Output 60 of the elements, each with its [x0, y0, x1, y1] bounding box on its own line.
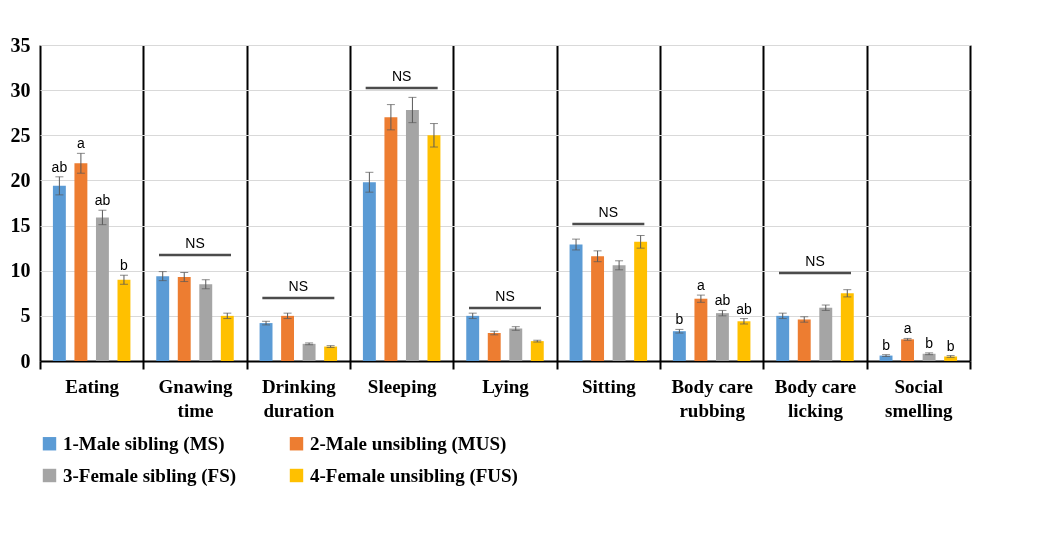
- bar: [156, 276, 170, 361]
- y-tick-label: 0: [20, 349, 31, 372]
- bar: [530, 341, 544, 361]
- bar: [901, 339, 915, 361]
- annotation: NS: [185, 235, 205, 251]
- bar: [52, 185, 66, 361]
- x-tick-label: Sitting: [581, 375, 637, 397]
- data-label: b: [946, 337, 955, 354]
- bar: [427, 135, 441, 361]
- data-label: a: [697, 277, 705, 294]
- bar: [302, 343, 316, 361]
- bar: [362, 182, 376, 361]
- data-label: ab: [94, 192, 111, 209]
- data-label: ab: [736, 300, 752, 317]
- legend-label: 3-Female sibling (FS): [63, 464, 237, 487]
- legend-label: 1-Male sibling (MS): [63, 432, 225, 455]
- annotation: NS: [391, 68, 412, 84]
- data-label: b: [882, 336, 891, 353]
- bar: [509, 328, 523, 361]
- data-label: b: [675, 311, 684, 328]
- bar: [612, 265, 626, 361]
- data-label: b: [925, 334, 934, 351]
- x-tick-label: Body care rubbing: [671, 375, 753, 421]
- y-tick-label: 15: [10, 214, 31, 237]
- bar: [384, 117, 398, 361]
- bar: [634, 241, 648, 361]
- y-tick-label: 5: [20, 304, 31, 327]
- legend-label: 4-Female unsibling (FUS): [310, 464, 518, 487]
- y-tick-label: 35: [10, 33, 31, 56]
- bar: [591, 256, 605, 361]
- annotation: NS: [805, 253, 825, 269]
- bar: [569, 244, 583, 361]
- bar: [177, 277, 191, 361]
- x-tick-label: Gnawing time: [158, 375, 233, 421]
- y-tick-label: 10: [10, 259, 31, 282]
- bar: [117, 279, 131, 361]
- annotation: NS: [288, 278, 309, 294]
- x-tick-label: Drinking duration: [261, 375, 337, 421]
- annotation: NS: [495, 288, 515, 304]
- bar: [95, 217, 109, 361]
- bar: [405, 110, 419, 361]
- data-label: ab: [51, 158, 68, 175]
- x-tick-label: Eating: [65, 375, 120, 397]
- bar: [199, 284, 213, 361]
- y-tick-label: 30: [10, 78, 31, 101]
- x-tick-label: Lying: [482, 375, 530, 397]
- annotation: NS: [598, 204, 619, 220]
- data-label: a: [903, 320, 912, 337]
- x-tick-label: Body care licking: [774, 375, 857, 421]
- bar: [74, 163, 88, 361]
- bar: [324, 346, 338, 361]
- y-tick-label: 20: [10, 168, 31, 191]
- bar: [922, 353, 936, 361]
- x-tick-label: Sleeping: [367, 375, 437, 397]
- data-label: ab: [714, 292, 731, 309]
- x-tick-label: Social smelling: [885, 375, 954, 421]
- legend-label: 2-Male unsibling (MUS): [310, 432, 507, 455]
- data-label: b: [120, 257, 129, 274]
- data-label: a: [77, 135, 85, 152]
- y-tick-label: 25: [10, 123, 31, 146]
